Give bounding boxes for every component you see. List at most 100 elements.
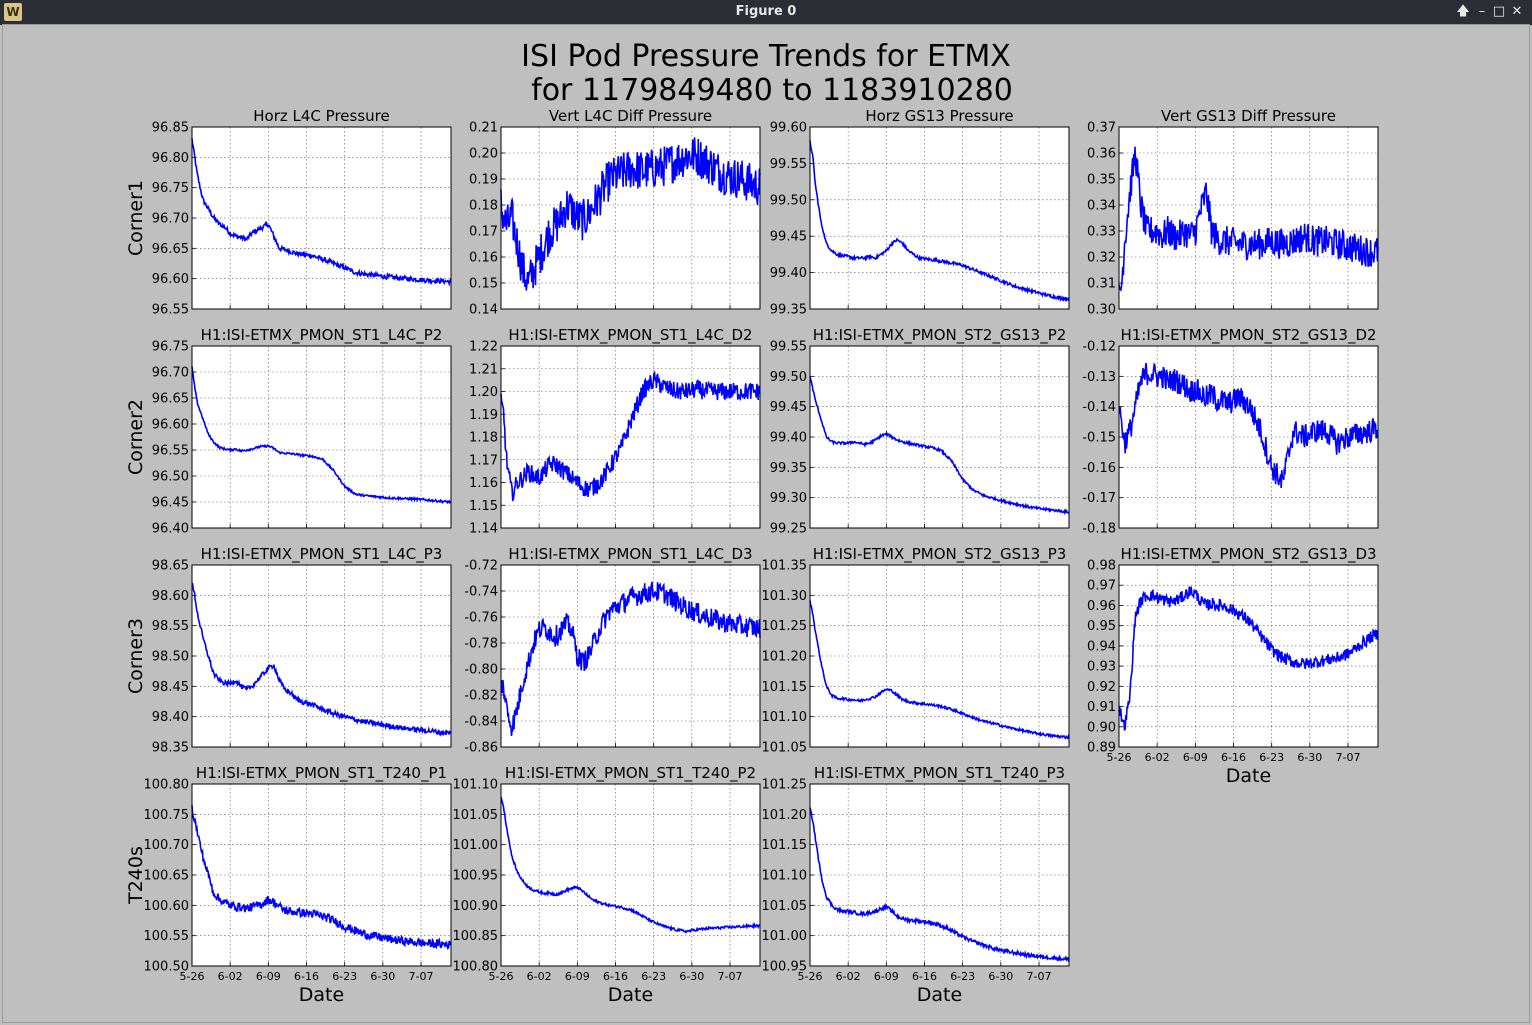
y-tick-label: 99.40 [770, 266, 807, 281]
y-tick-label: 99.55 [770, 340, 807, 355]
restore-icon[interactable]: □ [1492, 4, 1506, 19]
y-tick-label: 0.96 [1087, 599, 1116, 614]
y-tick-label: 96.50 [152, 470, 189, 485]
x-tick-label: 6-30 [679, 970, 704, 983]
y-tick-label: 99.60 [770, 121, 807, 136]
y-tick-label: 0.37 [1087, 121, 1116, 136]
y-tick-label: 101.00 [762, 929, 808, 944]
subplot-title: Vert L4C Diff Pressure [549, 107, 712, 125]
plot-area [192, 346, 451, 528]
y-tick-label: 0.32 [1087, 251, 1116, 266]
y-tick-label: 101.10 [453, 778, 499, 793]
plot-frame [500, 783, 761, 967]
figure-frame [2, 24, 1530, 1023]
y-tick-label: 0.91 [1087, 700, 1116, 715]
y-axis-label: Corner3 [125, 618, 147, 694]
y-tick-label: 101.35 [762, 559, 808, 574]
y-tick-label: 101.25 [762, 619, 808, 634]
y-tick-label: 1.19 [469, 408, 498, 423]
y-tick-label: 0.20 [469, 147, 498, 162]
y-tick-label: 99.35 [770, 461, 807, 476]
y-tick-label: 0.14 [469, 303, 498, 318]
y-tick-label: 100.65 [144, 869, 190, 884]
subplot-title: H1:ISI-ETMX_PMON_ST2_GS13_D2 [1120, 326, 1376, 345]
y-tick-label: 96.65 [152, 392, 189, 407]
x-axis-label: Date [917, 984, 962, 1006]
y-tick-label: 0.36 [1087, 147, 1116, 162]
subplot-1-0: 96.40 96.45 96.50 96.55 96.60 96.65 96.70 96.75… [125, 326, 452, 537]
y-tick-label: 1.18 [469, 431, 498, 446]
y-tick-label: 101.05 [453, 808, 499, 823]
plot-area [810, 127, 1069, 309]
y-tick-label: -0.84 [464, 715, 498, 730]
x-tick-label: 7-07 [409, 970, 434, 983]
x-tick-label: 7-07 [718, 970, 743, 983]
subplot-1-3: -0.18 -0.17 -0.16 -0.15 -0.14 -0.13 -0.12 H1:IS… [1082, 326, 1379, 537]
x-tick-label: 5-26 [489, 970, 514, 983]
y-tick-label: 96.70 [152, 212, 189, 227]
subplot-0-2: 99.35 99.40 99.45 99.50 99.55 99.60 Horz GS13 … [770, 107, 1070, 318]
y-tick-label: -0.80 [464, 663, 498, 678]
y-tick-label: 0.90 [1087, 720, 1116, 735]
y-tick-label: 96.75 [152, 340, 189, 355]
y-tick-label: 0.17 [469, 225, 498, 240]
subplot-2-1: -0.86 -0.84 -0.82 -0.80 -0.78 -0.76 -0.74 -0.72… [464, 545, 761, 756]
plot-frame [809, 783, 1070, 967]
plot-frame [191, 345, 452, 529]
data-series-line [191, 366, 452, 505]
y-tick-label: 99.55 [770, 157, 807, 172]
y-tick-label: 100.90 [453, 899, 499, 914]
x-tick-label: 5-26 [180, 970, 205, 983]
data-series-line [809, 807, 1070, 963]
y-tick-label: 100.50 [144, 960, 190, 975]
plot-frame [500, 126, 761, 310]
x-tick-label: 6-09 [256, 970, 281, 983]
y-tick-label: -0.18 [1082, 522, 1116, 537]
plot-frame [1118, 345, 1379, 529]
y-tick-label: 100.95 [453, 869, 499, 884]
plot-frame [500, 345, 761, 529]
plot-frame [1118, 126, 1379, 310]
x-tick-label: 6-09 [874, 970, 899, 983]
y-tick-label: 101.10 [762, 869, 808, 884]
maximize-arrow-icon[interactable]: 🡅 [1456, 4, 1470, 19]
subplot-0-0: 96.55 96.60 96.65 96.70 96.75 96.80 96.85 Horz … [125, 107, 452, 318]
x-tick-label: 6-09 [1183, 751, 1208, 764]
x-tick-label: 6-23 [950, 970, 975, 983]
y-tick-label: 96.60 [152, 272, 189, 287]
y-tick-label: 96.60 [152, 418, 189, 433]
plot-frame [1118, 564, 1379, 748]
subplot-title: H1:ISI-ETMX_PMON_ST2_GS13_P3 [813, 545, 1067, 564]
minimize-icon[interactable]: – [1478, 4, 1486, 19]
y-tick-label: 0.89 [1087, 741, 1116, 756]
y-tick-label: 101.15 [762, 838, 808, 853]
y-tick-label: 96.40 [152, 522, 189, 537]
plot-area [1119, 127, 1378, 309]
y-tick-label: 98.55 [152, 619, 189, 634]
y-tick-label: 96.65 [152, 242, 189, 257]
close-icon[interactable]: ✕ [1511, 4, 1523, 19]
y-tick-label: 96.55 [152, 303, 189, 318]
matplotlib-logo-icon[interactable]: W [4, 3, 22, 21]
y-tick-label: -0.15 [1082, 431, 1116, 446]
y-tick-label: 100.95 [762, 960, 808, 975]
y-tick-label: 0.18 [469, 199, 498, 214]
y-tick-label: 1.16 [469, 476, 498, 491]
subplot-1-1: 1.14 1.15 1.16 1.17 1.18 1.19 1.20 1.21 1.22 H1:I… [469, 326, 761, 537]
y-tick-label: 1.15 [469, 499, 498, 514]
window-title: Figure 0 [735, 4, 797, 19]
subplot-title: H1:ISI-ETMX_PMON_ST1_L4C_P3 [201, 545, 443, 564]
x-tick-label: 6-16 [912, 970, 937, 983]
y-tick-label: 100.80 [453, 960, 499, 975]
plot-frame [191, 564, 452, 748]
y-tick-label: 99.45 [770, 400, 807, 415]
data-series-line [809, 140, 1070, 303]
subplot-grid: 96.55 96.60 96.65 96.70 96.75 96.80 96.85 Horz … [125, 107, 1379, 1006]
y-tick-label: 0.93 [1087, 660, 1116, 675]
y-tick-label: 96.75 [152, 181, 189, 196]
y-tick-label: 98.60 [152, 589, 189, 604]
y-tick-label: 99.50 [770, 370, 807, 385]
x-tick-label: 6-02 [218, 970, 243, 983]
data-series-line [1118, 146, 1379, 292]
